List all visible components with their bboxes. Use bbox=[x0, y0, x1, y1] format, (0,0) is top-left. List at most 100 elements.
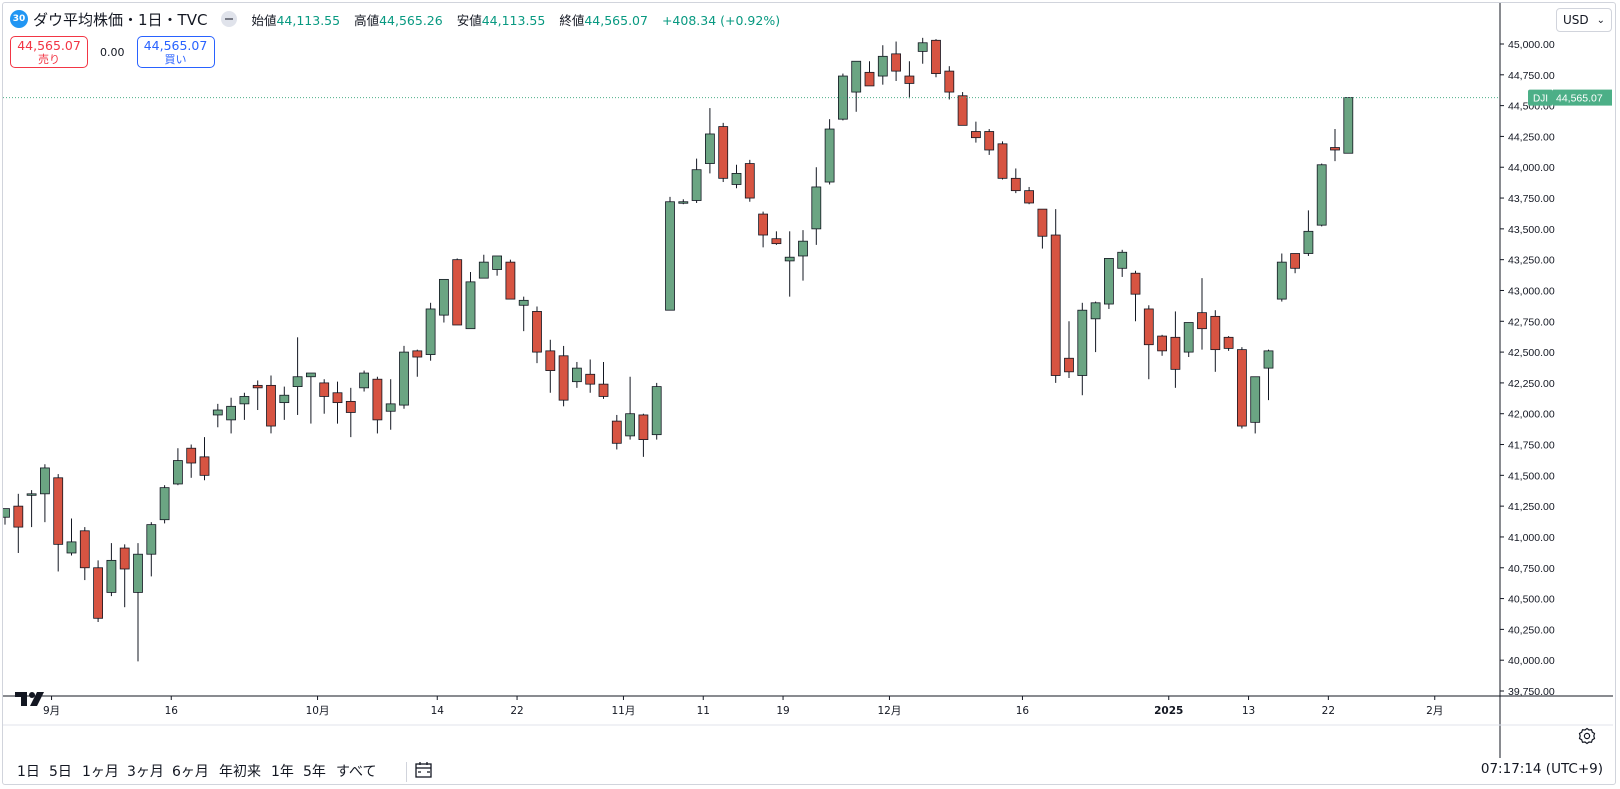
candle[interactable] bbox=[1090, 301, 1101, 353]
candle[interactable] bbox=[758, 211, 768, 248]
candle[interactable] bbox=[1130, 270, 1141, 322]
candle[interactable] bbox=[1263, 349, 1274, 401]
candle[interactable] bbox=[106, 543, 117, 597]
candle[interactable] bbox=[824, 119, 835, 185]
candle[interactable] bbox=[944, 66, 955, 100]
candle[interactable] bbox=[997, 141, 1008, 180]
candle[interactable] bbox=[864, 61, 875, 87]
candle[interactable] bbox=[1037, 208, 1048, 249]
candle[interactable] bbox=[572, 361, 582, 388]
candle[interactable] bbox=[199, 437, 210, 481]
candle[interactable] bbox=[292, 337, 303, 415]
candle[interactable] bbox=[638, 413, 649, 457]
candle[interactable] bbox=[705, 108, 715, 174]
range-all-button[interactable]: すべて bbox=[336, 764, 377, 780]
range-1m-button[interactable]: 1ヶ月 bbox=[82, 764, 119, 780]
symbol-title[interactable]: ダウ平均株価・1日・TVC bbox=[33, 10, 208, 29]
candle[interactable] bbox=[359, 370, 370, 392]
range-5y-button[interactable]: 5年 bbox=[303, 764, 326, 780]
candle[interactable] bbox=[532, 306, 542, 364]
candle[interactable] bbox=[438, 278, 449, 323]
candle[interactable] bbox=[1024, 186, 1034, 205]
candle[interactable] bbox=[186, 444, 197, 478]
candle[interactable] bbox=[53, 474, 64, 572]
candle[interactable] bbox=[1104, 258, 1114, 309]
candle[interactable] bbox=[731, 164, 742, 189]
range-6m-button[interactable]: 6ヶ月 bbox=[172, 764, 209, 780]
candle[interactable] bbox=[1064, 321, 1074, 378]
candle[interactable] bbox=[425, 302, 436, 361]
candle[interactable] bbox=[412, 349, 423, 377]
chart-canvas[interactable]: 45,000.0044,750.0044,500.0044,250.0044,0… bbox=[3, 3, 1613, 758]
candle[interactable] bbox=[332, 381, 343, 424]
candle[interactable] bbox=[851, 60, 862, 112]
candle[interactable] bbox=[1303, 210, 1314, 256]
candle[interactable] bbox=[1237, 347, 1247, 429]
candle[interactable] bbox=[917, 37, 928, 64]
buy-button[interactable]: 44,565.07 買い bbox=[136, 36, 215, 68]
candle[interactable] bbox=[1050, 209, 1061, 383]
candle[interactable] bbox=[226, 397, 237, 434]
candle[interactable] bbox=[119, 544, 130, 608]
candle[interactable] bbox=[558, 345, 569, 407]
candle[interactable] bbox=[1157, 334, 1167, 356]
candle[interactable] bbox=[26, 490, 37, 528]
candle[interactable] bbox=[771, 231, 782, 245]
candle[interactable] bbox=[957, 92, 968, 126]
range-3m-button[interactable]: 3ヶ月 bbox=[127, 764, 164, 780]
candle[interactable] bbox=[891, 41, 901, 81]
candle[interactable] bbox=[13, 493, 24, 553]
collapse-icon[interactable] bbox=[221, 11, 238, 27]
candle[interactable] bbox=[625, 376, 635, 440]
candle[interactable] bbox=[372, 376, 383, 434]
candle[interactable] bbox=[1077, 302, 1088, 396]
candle[interactable] bbox=[305, 372, 316, 424]
candle[interactable] bbox=[838, 73, 848, 121]
currency-select[interactable]: USD ⌄ bbox=[1556, 8, 1612, 32]
sell-button[interactable]: 44,565.07 売り bbox=[10, 36, 88, 68]
range-1d-button[interactable]: 1日 bbox=[17, 764, 40, 780]
candle[interactable] bbox=[984, 129, 995, 155]
candle[interactable] bbox=[465, 271, 476, 330]
candle[interactable] bbox=[146, 522, 157, 577]
settings-icon[interactable] bbox=[1578, 727, 1596, 745]
candle[interactable] bbox=[478, 254, 489, 279]
candle[interactable] bbox=[877, 45, 888, 85]
candle[interactable] bbox=[1330, 129, 1340, 162]
candle[interactable] bbox=[40, 464, 50, 523]
candle[interactable] bbox=[1276, 253, 1287, 302]
candle[interactable] bbox=[239, 392, 250, 420]
candle[interactable] bbox=[492, 255, 503, 276]
clock-timezone[interactable]: 07:17:14 (UTC+9) bbox=[1480, 761, 1603, 777]
candle[interactable] bbox=[266, 375, 276, 434]
candle[interactable] bbox=[1250, 376, 1261, 434]
candle[interactable] bbox=[1010, 168, 1021, 194]
calendar-range-icon[interactable] bbox=[414, 761, 434, 779]
candle[interactable] bbox=[1290, 253, 1300, 274]
candle[interactable] bbox=[79, 527, 90, 581]
candle[interactable] bbox=[1210, 310, 1221, 372]
candle[interactable] bbox=[93, 560, 103, 622]
candle[interactable] bbox=[665, 196, 675, 311]
candle[interactable] bbox=[691, 158, 702, 203]
candle[interactable] bbox=[545, 339, 556, 393]
candle[interactable] bbox=[931, 39, 941, 78]
candle[interactable] bbox=[279, 386, 290, 420]
candle[interactable] bbox=[133, 543, 143, 662]
candle[interactable] bbox=[319, 379, 330, 414]
candle[interactable] bbox=[452, 258, 463, 326]
candle[interactable] bbox=[518, 296, 529, 332]
candle[interactable] bbox=[784, 231, 795, 297]
candle[interactable] bbox=[385, 379, 396, 430]
candle[interactable] bbox=[904, 61, 915, 99]
candle[interactable] bbox=[1117, 249, 1128, 277]
candle[interactable] bbox=[678, 199, 689, 205]
candles[interactable] bbox=[3, 37, 1354, 662]
candle[interactable] bbox=[585, 359, 596, 393]
candle[interactable] bbox=[1170, 311, 1181, 388]
range-1y-button[interactable]: 1年 bbox=[271, 764, 294, 780]
candle[interactable] bbox=[798, 230, 808, 281]
candle[interactable] bbox=[718, 122, 729, 183]
candle[interactable] bbox=[1316, 163, 1327, 227]
candle[interactable] bbox=[744, 159, 755, 202]
